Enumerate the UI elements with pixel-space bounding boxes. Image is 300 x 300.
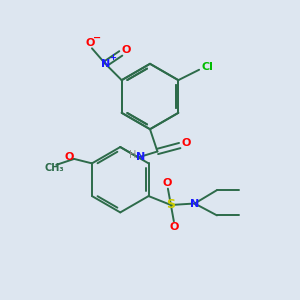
Text: N: N [101, 59, 110, 69]
Text: O: O [86, 38, 95, 48]
Text: CH₃: CH₃ [45, 163, 64, 173]
Text: −: − [93, 33, 101, 43]
Text: O: O [170, 222, 179, 232]
Text: O: O [64, 152, 74, 162]
Text: O: O [163, 178, 172, 188]
Text: O: O [182, 138, 191, 148]
Text: S: S [167, 199, 176, 212]
Text: O: O [122, 45, 131, 56]
Text: H: H [129, 150, 136, 160]
Text: N: N [136, 152, 145, 162]
Text: +: + [109, 53, 116, 62]
Text: N: N [190, 199, 199, 208]
Text: Cl: Cl [202, 62, 213, 72]
